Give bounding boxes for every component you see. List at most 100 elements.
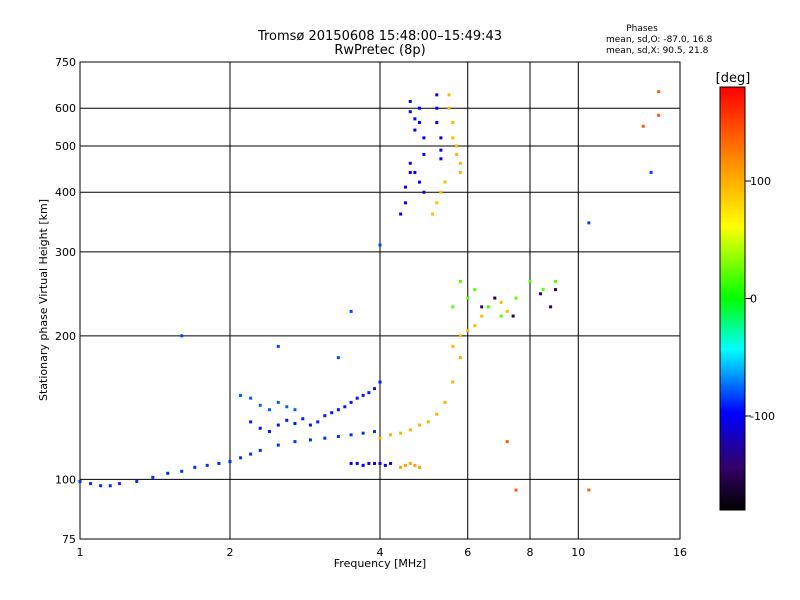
colorbar-tick-label: 0 bbox=[750, 293, 757, 306]
data-point bbox=[151, 475, 155, 479]
phases-heading: Phases bbox=[626, 24, 658, 34]
data-point bbox=[431, 212, 435, 216]
data-point bbox=[316, 420, 320, 424]
data-point bbox=[349, 400, 353, 404]
y-axis-label: Stationary phase Virtual Height [km] bbox=[37, 199, 50, 401]
data-point bbox=[389, 461, 393, 465]
data-point bbox=[435, 93, 439, 97]
data-point bbox=[383, 463, 387, 467]
data-point bbox=[180, 334, 184, 338]
y-tick-label: 200 bbox=[55, 330, 76, 343]
grid-lines bbox=[80, 62, 680, 539]
data-point bbox=[553, 279, 557, 283]
data-point bbox=[641, 124, 645, 128]
data-point bbox=[408, 461, 412, 465]
y-tick-label: 75 bbox=[62, 533, 76, 546]
data-point bbox=[486, 305, 490, 309]
data-point bbox=[258, 403, 262, 407]
data-point bbox=[249, 420, 253, 424]
data-point bbox=[108, 484, 112, 488]
data-point bbox=[549, 305, 553, 309]
data-point bbox=[413, 128, 417, 132]
data-point bbox=[336, 408, 340, 412]
data-point bbox=[458, 356, 462, 360]
data-point bbox=[417, 423, 421, 427]
data-point bbox=[205, 463, 209, 467]
data-point bbox=[239, 456, 243, 460]
data-point bbox=[389, 433, 393, 437]
data-point bbox=[267, 408, 271, 412]
data-point bbox=[539, 292, 543, 296]
data-point bbox=[323, 436, 327, 440]
data-point bbox=[408, 170, 412, 174]
data-point bbox=[193, 465, 197, 469]
data-point bbox=[378, 436, 382, 440]
data-point bbox=[413, 117, 417, 121]
data-point bbox=[451, 344, 455, 348]
data-point bbox=[417, 106, 421, 110]
data-point bbox=[217, 461, 221, 465]
data-point bbox=[447, 106, 451, 110]
y-tick-label: 300 bbox=[55, 246, 76, 259]
data-point bbox=[258, 426, 262, 430]
data-point bbox=[378, 380, 382, 384]
x-tick-label: 6 bbox=[464, 546, 471, 559]
y-tick-label: 750 bbox=[55, 56, 76, 69]
data-point bbox=[435, 121, 439, 125]
data-point bbox=[417, 180, 421, 184]
data-point bbox=[408, 99, 412, 103]
colorbar-tick-label: -100 bbox=[750, 410, 775, 423]
data-point bbox=[166, 471, 170, 475]
data-point bbox=[499, 300, 503, 304]
data-point bbox=[587, 488, 591, 492]
data-point bbox=[458, 334, 462, 338]
data-point bbox=[422, 190, 426, 194]
data-point bbox=[408, 110, 412, 114]
data-point bbox=[553, 288, 557, 292]
data-point bbox=[403, 201, 407, 205]
data-point bbox=[451, 305, 455, 309]
data-point bbox=[514, 296, 518, 300]
data-point bbox=[466, 329, 470, 333]
data-point bbox=[451, 380, 455, 384]
data-point bbox=[378, 461, 382, 465]
data-point bbox=[349, 309, 353, 313]
chart-subtitle: RwPretec (8p) bbox=[334, 43, 425, 58]
data-point bbox=[473, 324, 477, 328]
data-point bbox=[293, 408, 297, 412]
y-tick-label: 600 bbox=[55, 102, 76, 115]
data-point bbox=[458, 279, 462, 283]
colorbar-label: [deg] bbox=[716, 71, 751, 86]
data-point bbox=[493, 296, 497, 300]
data-point bbox=[473, 288, 477, 292]
data-point bbox=[276, 443, 280, 447]
x-tick-label: 2 bbox=[227, 546, 234, 559]
data-point bbox=[403, 463, 407, 467]
data-point bbox=[285, 418, 289, 422]
y-tick-labels: 75 100 200 300 400 500 600 750 bbox=[55, 56, 76, 546]
data-point bbox=[349, 433, 353, 437]
y-tick-label: 100 bbox=[55, 473, 76, 486]
data-point bbox=[451, 121, 455, 125]
data-point bbox=[447, 93, 451, 97]
data-point bbox=[505, 440, 509, 444]
data-point bbox=[378, 243, 382, 247]
data-point bbox=[308, 423, 312, 427]
data-point bbox=[336, 356, 340, 360]
data-point bbox=[361, 431, 365, 435]
data-point bbox=[373, 430, 377, 434]
x-tick-label: 4 bbox=[377, 546, 384, 559]
data-point bbox=[361, 463, 365, 467]
colorbar bbox=[719, 86, 746, 511]
data-point bbox=[399, 465, 403, 469]
data-point bbox=[480, 305, 484, 309]
data-point bbox=[435, 412, 439, 416]
data-point bbox=[301, 417, 305, 421]
data-point bbox=[308, 438, 312, 442]
x-tick-labels: 1 2 4 6 8 10 16 bbox=[77, 546, 688, 559]
data-point bbox=[228, 460, 232, 464]
colorbar-tick-label: 100 bbox=[750, 175, 771, 188]
data-point bbox=[514, 488, 518, 492]
x-tick-label: 1 bbox=[77, 546, 84, 559]
